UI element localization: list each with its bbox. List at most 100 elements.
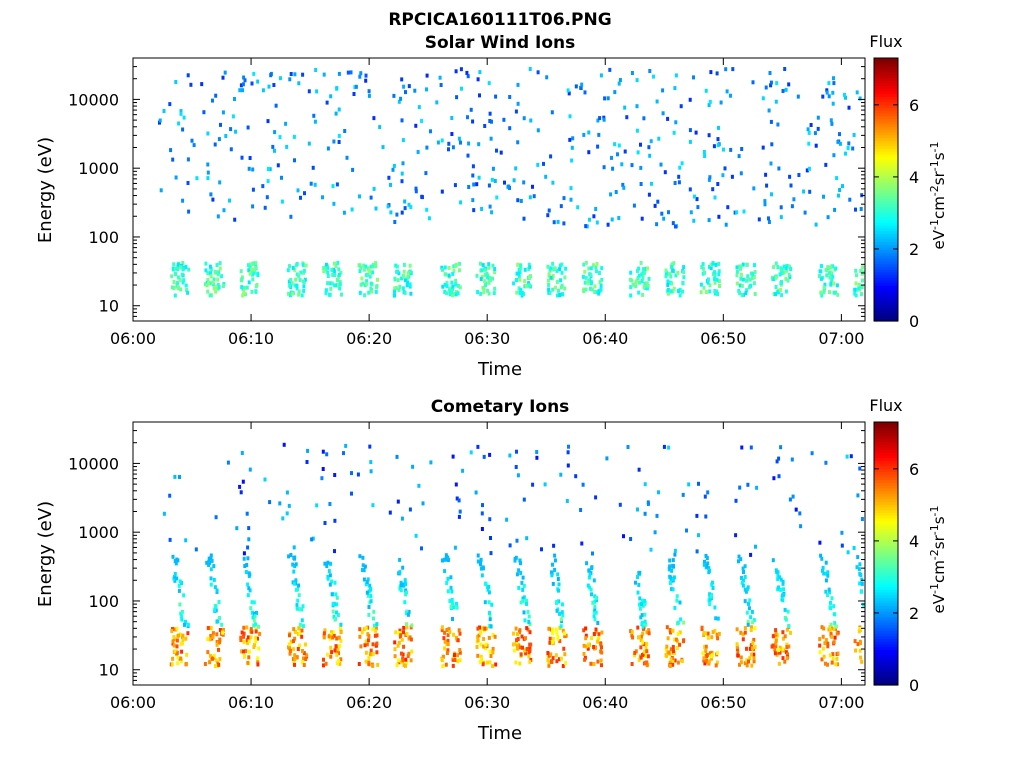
heatmap-cell [242, 556, 246, 561]
heatmap-cell [832, 153, 836, 158]
heatmap-cell [362, 627, 366, 632]
heatmap-cell [483, 124, 487, 128]
heatmap-cell [400, 651, 403, 656]
colorbar-segment [874, 520, 898, 524]
heatmap-cell [458, 631, 462, 636]
heatmap-cell [363, 564, 367, 569]
colorbar-segment [874, 485, 898, 489]
heatmap-cell [743, 575, 747, 579]
heatmap-cell [332, 267, 335, 272]
heatmap-cell [735, 627, 739, 632]
heatmap-cell [458, 261, 462, 266]
heatmap-cell [598, 280, 602, 285]
heatmap-cell [394, 286, 398, 291]
heatmap-cell [570, 145, 574, 150]
heatmap-cell [488, 617, 492, 622]
heatmap-cell [807, 166, 811, 171]
heatmap-cell [745, 610, 749, 615]
heatmap-cell [458, 648, 462, 652]
heatmap-cell [641, 292, 645, 297]
heatmap-cell [358, 290, 362, 295]
heatmap-cell [206, 170, 210, 175]
heatmap-cell [323, 561, 327, 566]
heatmap-cell [643, 281, 647, 286]
x-tick-label: 07:00 [818, 329, 864, 348]
heatmap-cell [184, 636, 188, 641]
heatmap-cell [673, 86, 677, 91]
heatmap-cell [735, 281, 739, 286]
heatmap-cell [740, 283, 744, 288]
heatmap-cell [568, 114, 572, 119]
heatmap-cell [561, 664, 565, 668]
heatmap-cell [445, 581, 449, 585]
heatmap-cell [830, 596, 834, 601]
heatmap-cell [502, 117, 506, 122]
heatmap-cell [667, 288, 670, 292]
colorbar-segment [874, 151, 898, 155]
heatmap-cell [252, 618, 256, 623]
heatmap-cell [642, 285, 646, 290]
heatmap-cell [682, 270, 686, 275]
heatmap-cell [324, 661, 328, 666]
heatmap-cell [703, 270, 706, 275]
heatmap-cell [670, 281, 674, 286]
heatmap-cell [403, 278, 407, 283]
colorbar-segment [874, 173, 898, 177]
heatmap-cell [831, 101, 835, 106]
heatmap-cell [405, 660, 409, 665]
heatmap-cell [329, 561, 333, 566]
colorbar-segment [874, 674, 898, 678]
heatmap-cell [861, 265, 865, 270]
heatmap-cell [746, 274, 750, 279]
heatmap-cell [675, 598, 679, 603]
heatmap-cell [776, 573, 780, 578]
heatmap-cell [179, 641, 183, 646]
heatmap-cell [715, 632, 719, 637]
heatmap-cell [743, 626, 747, 630]
heatmap-cell [671, 221, 675, 226]
heatmap-cell [454, 69, 458, 74]
heatmap-cell [518, 277, 522, 282]
heatmap-cell [323, 628, 327, 633]
heatmap-cell [295, 655, 299, 660]
heatmap-cell [668, 660, 672, 665]
heatmap-cell [554, 653, 558, 658]
heatmap-cell [826, 641, 830, 646]
heatmap-cell [322, 631, 326, 636]
heatmap-cell [239, 490, 243, 495]
heatmap-cell [507, 184, 511, 189]
heatmap-cell [213, 269, 217, 274]
heatmap-cell [247, 280, 251, 285]
heatmap-cell [857, 282, 861, 287]
colorbar-segment [874, 304, 898, 308]
heatmap-cell [717, 214, 721, 219]
heatmap-cell [820, 264, 823, 268]
heatmap-cell [822, 289, 826, 294]
heatmap-cell [181, 267, 185, 272]
heatmap-cell [632, 203, 636, 208]
heatmap-cell [452, 655, 456, 660]
heatmap-cell [346, 70, 350, 75]
colorbar-segment [874, 82, 898, 86]
heatmap-cell [519, 652, 523, 657]
colorbar-segment [874, 663, 898, 667]
heatmap-cell [716, 292, 719, 297]
heatmap-cell [629, 285, 633, 290]
heatmap-cell [745, 587, 749, 592]
heatmap-cell [295, 606, 299, 611]
heatmap-cell [170, 285, 174, 290]
heatmap-cell [709, 266, 713, 271]
heatmap-cell [289, 648, 292, 653]
heatmap-cell [176, 275, 180, 280]
heatmap-cell [246, 125, 250, 130]
heatmap-cell [326, 560, 330, 565]
heatmap-cell [171, 639, 175, 644]
heatmap-cell [405, 611, 408, 616]
heatmap-cell [489, 536, 492, 540]
heatmap-cell [458, 658, 462, 663]
heatmap-cell [785, 642, 789, 647]
heatmap-cell [673, 651, 677, 656]
heatmap-cell [752, 656, 756, 661]
heatmap-cell [212, 286, 216, 291]
heatmap-cell [716, 616, 720, 621]
